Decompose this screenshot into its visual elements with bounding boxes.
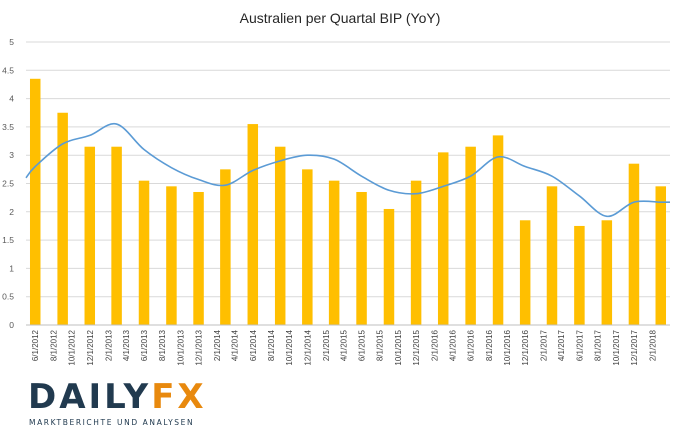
x-tick-label: 12/1/2012	[86, 329, 95, 365]
y-tick-label: 0.5	[2, 292, 14, 302]
x-tick-label: 2/1/2014	[213, 329, 222, 361]
bar	[111, 146, 122, 325]
x-tick-label: 4/1/2013	[122, 329, 131, 361]
bar	[465, 146, 476, 325]
chart-title: Australien per Quartal BIP (YoY)	[239, 10, 441, 26]
x-tick-label: 10/1/2015	[394, 329, 403, 365]
logo-word-accent: FX	[151, 377, 207, 417]
trend-line	[25, 122, 670, 218]
bar	[57, 112, 68, 325]
x-tick-label: 10/1/2012	[68, 329, 77, 365]
y-tick-label: 4	[9, 94, 14, 104]
x-tick-label: 12/1/2017	[630, 329, 639, 365]
x-tick-label: 10/1/2016	[503, 329, 512, 365]
x-tick-label: 6/1/2012	[31, 329, 40, 361]
x-tick-label: 2/1/2015	[322, 329, 331, 361]
bar	[437, 152, 449, 325]
bar	[356, 191, 367, 325]
bar	[492, 135, 504, 325]
bar	[220, 169, 231, 325]
dailyfx-logo: DAILYFX MARKTBERICHTE UND ANALYSEN	[28, 380, 208, 430]
bar	[655, 186, 667, 325]
bar	[519, 220, 531, 325]
x-tick-label: 4/1/2014	[231, 329, 240, 361]
x-tick-label: 2/1/2018	[648, 329, 657, 361]
bar	[302, 169, 313, 325]
y-tick-label: 1.5	[2, 235, 14, 245]
x-tick-label: 4/1/2017	[557, 329, 566, 361]
bar	[166, 186, 177, 325]
bar	[328, 180, 340, 325]
x-tick-label: 2/1/2016	[431, 329, 440, 361]
x-tick-label: 8/1/2016	[485, 329, 494, 361]
x-tick-label: 8/1/2012	[49, 329, 58, 361]
x-tick-label: 8/1/2015	[376, 329, 385, 361]
x-tick-label: 4/1/2016	[448, 329, 457, 361]
bar	[193, 191, 204, 325]
x-tick-label: 6/1/2017	[575, 329, 584, 361]
x-tick-label: 10/1/2013	[176, 329, 185, 365]
bar	[410, 180, 422, 325]
x-tick-label: 2/1/2017	[540, 329, 549, 361]
logo-wordmark: DAILYFX	[28, 380, 207, 414]
y-tick-label: 5	[9, 37, 14, 47]
x-tick-label: 6/1/2016	[467, 329, 476, 361]
bar	[628, 163, 640, 325]
bar	[546, 186, 558, 325]
y-tick-label: 1	[9, 263, 14, 273]
y-tick-label: 4.5	[2, 65, 14, 75]
x-tick-label: 10/1/2014	[285, 329, 294, 365]
x-tick-label: 8/1/2013	[158, 329, 167, 361]
bar	[84, 146, 96, 325]
x-tick-label: 8/1/2014	[267, 329, 276, 361]
bar	[29, 78, 41, 325]
x-tick-label: 4/1/2015	[339, 329, 348, 361]
bar	[574, 225, 585, 325]
bar	[247, 124, 259, 325]
y-tick-label: 3	[9, 150, 14, 160]
bar	[601, 220, 613, 325]
logo-tagline: MARKTBERICHTE UND ANALYSEN	[29, 418, 195, 427]
x-tick-label: 12/1/2015	[412, 329, 421, 365]
x-tick-label: 10/1/2017	[612, 329, 621, 365]
grid	[26, 41, 670, 326]
y-tick-label: 2.5	[2, 179, 14, 189]
y-tick-label: 3.5	[2, 122, 14, 132]
x-tick-label: 12/1/2016	[521, 329, 530, 365]
bar	[138, 180, 150, 325]
logo-word-main: DAILY	[28, 377, 152, 417]
bar	[274, 146, 286, 325]
x-tick-label: 12/1/2014	[303, 329, 312, 365]
x-tick-label: 6/1/2013	[140, 329, 149, 361]
x-tick-label: 12/1/2013	[195, 329, 204, 365]
y-tick-label: 2	[9, 207, 14, 217]
x-tick-label: 8/1/2017	[594, 329, 603, 361]
x-tick-label: 6/1/2015	[358, 329, 367, 361]
x-tick-label: 2/1/2013	[104, 329, 113, 361]
x-tick-label: 6/1/2014	[249, 329, 258, 361]
y-tick-label: 0	[9, 320, 14, 330]
bar	[383, 208, 395, 325]
